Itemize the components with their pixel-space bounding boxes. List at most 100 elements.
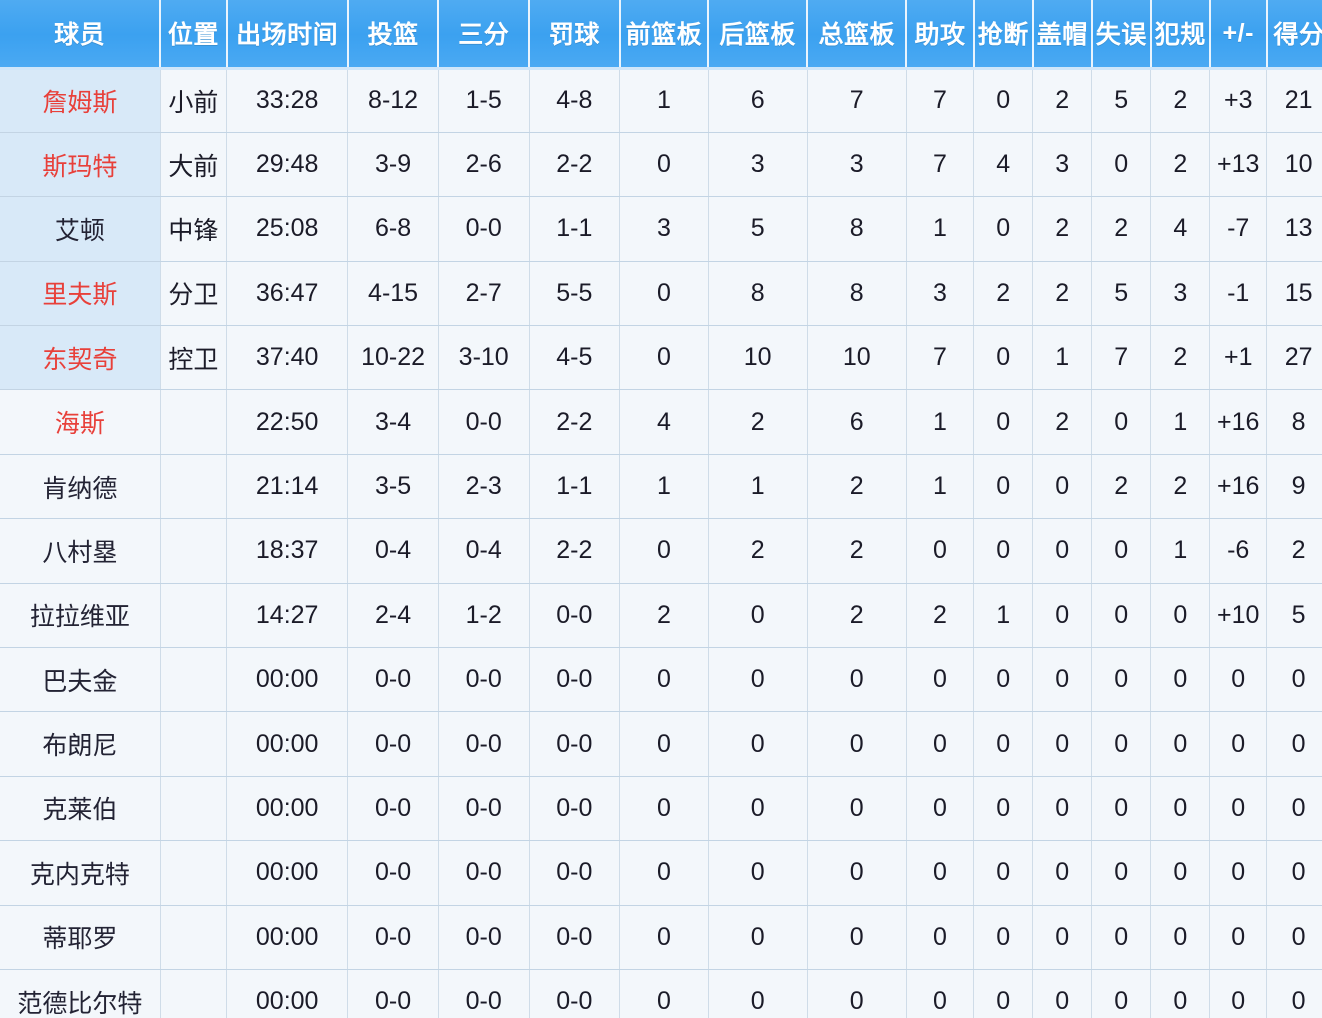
table-row[interactable]: 克莱伯 00:00 0-0 0-0 0-0 0 0 0 0 0 0 0 0 0 0 [0, 776, 1322, 842]
cell-points: 10 [1266, 132, 1322, 198]
cell-plus-minus: +3 [1209, 68, 1268, 133]
cell-fieldgoals: 0-4 [347, 518, 439, 584]
cell-threepoint: 0-0 [438, 196, 530, 262]
table-row[interactable]: 詹姆斯 小前 33:28 8-12 1-5 4-8 1 6 7 7 0 2 5 2 +3 21 [0, 68, 1322, 133]
player-name[interactable]: 布朗尼 [0, 711, 161, 777]
cell-turnovers: 0 [1091, 132, 1152, 198]
table-row[interactable]: 艾顿 中锋 25:08 6-8 0-0 1-1 3 5 8 1 0 2 2 4 -7 13 [0, 196, 1322, 262]
column-header-blocks[interactable]: 盖帽 [1032, 0, 1093, 70]
table-row[interactable]: 里夫斯 分卫 36:47 4-15 2-7 5-5 0 8 8 3 2 2 5 3 -1 15 [0, 261, 1322, 327]
cell-turnovers: 0 [1091, 969, 1152, 1018]
player-name[interactable]: 克内克特 [0, 840, 161, 906]
cell-position [160, 454, 228, 520]
cell-turnovers: 0 [1091, 711, 1152, 777]
column-header-fouls[interactable]: 犯规 [1150, 0, 1211, 70]
cell-offensive-rebounds: 0 [619, 711, 709, 777]
cell-points: 27 [1266, 325, 1322, 391]
cell-offensive-rebounds: 4 [619, 389, 709, 455]
column-header-freethrow[interactable]: 罚球 [529, 0, 621, 70]
cell-threepoint: 1-2 [438, 583, 530, 649]
cell-defensive-rebounds: 1 [708, 454, 808, 520]
cell-threepoint: 0-0 [438, 711, 530, 777]
column-header-plusminus[interactable]: +/- [1209, 0, 1268, 70]
player-name[interactable]: 东契奇 [0, 325, 161, 391]
cell-defensive-rebounds: 10 [708, 325, 808, 391]
cell-total-rebounds: 0 [807, 840, 907, 906]
cell-position: 中锋 [160, 196, 228, 262]
column-header-totalreb[interactable]: 总篮板 [807, 0, 908, 70]
cell-plus-minus: +13 [1209, 132, 1268, 198]
player-name[interactable]: 肯纳德 [0, 454, 161, 520]
cell-fouls: 0 [1150, 583, 1211, 649]
player-name[interactable]: 海斯 [0, 389, 161, 455]
cell-assists: 7 [906, 132, 975, 198]
cell-turnovers: 2 [1091, 454, 1152, 520]
table-row[interactable]: 范德比尔特 00:00 0-0 0-0 0-0 0 0 0 0 0 0 0 0 0 0 [0, 969, 1322, 1018]
table-row[interactable]: 布朗尼 00:00 0-0 0-0 0-0 0 0 0 0 0 0 0 0 0 0 [0, 711, 1322, 777]
column-header-assists[interactable]: 助攻 [906, 0, 975, 70]
table-row[interactable]: 肯纳德 21:14 3-5 2-3 1-1 1 1 2 1 0 0 2 2 +16 9 [0, 454, 1322, 520]
column-header-fieldgoals[interactable]: 投篮 [347, 0, 440, 70]
table-row[interactable]: 八村塁 18:37 0-4 0-4 2-2 0 2 2 0 0 0 0 1 -6 2 [0, 518, 1322, 584]
table-row[interactable]: 斯玛特 大前 29:48 3-9 2-6 2-2 0 3 3 7 4 3 0 2 +13 10 [0, 132, 1322, 198]
column-header-minutes[interactable]: 出场时间 [226, 0, 349, 70]
column-header-offreb[interactable]: 前篮板 [619, 0, 710, 70]
cell-plus-minus: 0 [1209, 776, 1268, 842]
cell-plus-minus: -6 [1209, 518, 1268, 584]
cell-plus-minus: +1 [1209, 325, 1268, 391]
column-header-points[interactable]: 得分 [1266, 0, 1322, 70]
table-row[interactable]: 拉拉维亚 14:27 2-4 1-2 0-0 2 0 2 2 1 0 0 0 +10 5 [0, 583, 1322, 649]
column-header-turnovers[interactable]: 失误 [1091, 0, 1152, 70]
player-name[interactable]: 斯玛特 [0, 132, 161, 198]
cell-position [160, 583, 228, 649]
table-row[interactable]: 东契奇 控卫 37:40 10-22 3-10 4-5 0 10 10 7 0 1 7 2 +1 27 [0, 325, 1322, 391]
cell-total-rebounds: 6 [807, 389, 907, 455]
player-name[interactable]: 艾顿 [0, 196, 161, 262]
cell-plus-minus: 0 [1209, 905, 1268, 970]
cell-freethrow: 0-0 [529, 840, 621, 906]
table-row[interactable]: 海斯 22:50 3-4 0-0 2-2 4 2 6 1 0 2 0 1 +16 8 [0, 389, 1322, 455]
table-row[interactable]: 克内克特 00:00 0-0 0-0 0-0 0 0 0 0 0 0 0 0 0 0 [0, 840, 1322, 906]
cell-offensive-rebounds: 0 [619, 132, 709, 198]
player-name[interactable]: 里夫斯 [0, 261, 161, 327]
cell-steals: 0 [973, 711, 1034, 777]
cell-fouls: 2 [1150, 132, 1211, 198]
column-header-player[interactable]: 球员 [0, 0, 162, 70]
cell-total-rebounds: 2 [807, 583, 907, 649]
cell-assists: 0 [906, 969, 975, 1018]
cell-fieldgoals: 6-8 [347, 196, 439, 262]
column-header-threepoint[interactable]: 三分 [438, 0, 531, 70]
player-name[interactable]: 八村塁 [0, 518, 161, 584]
cell-position: 控卫 [160, 325, 228, 391]
table-row[interactable]: 巴夫金 00:00 0-0 0-0 0-0 0 0 0 0 0 0 0 0 0 0 [0, 647, 1322, 713]
player-name[interactable]: 蒂耶罗 [0, 905, 161, 970]
player-name[interactable]: 拉拉维亚 [0, 583, 161, 649]
cell-defensive-rebounds: 0 [708, 905, 808, 970]
cell-assists: 7 [906, 68, 975, 133]
cell-minutes: 37:40 [226, 325, 349, 391]
cell-turnovers: 0 [1091, 647, 1152, 713]
table-row[interactable]: 蒂耶罗 00:00 0-0 0-0 0-0 0 0 0 0 0 0 0 0 0 0 [0, 905, 1322, 970]
cell-defensive-rebounds: 0 [708, 583, 808, 649]
cell-turnovers: 0 [1091, 389, 1152, 455]
column-header-steals[interactable]: 抢断 [973, 0, 1034, 70]
player-name[interactable]: 范德比尔特 [0, 969, 161, 1018]
cell-turnovers: 5 [1091, 261, 1152, 327]
player-name[interactable]: 詹姆斯 [0, 68, 161, 133]
cell-threepoint: 0-0 [438, 647, 530, 713]
cell-fieldgoals: 0-0 [347, 711, 439, 777]
column-header-defreb[interactable]: 后篮板 [708, 0, 809, 70]
cell-minutes: 00:00 [226, 905, 349, 970]
player-name[interactable]: 克莱伯 [0, 776, 161, 842]
cell-defensive-rebounds: 2 [708, 389, 808, 455]
cell-blocks: 0 [1032, 840, 1093, 906]
cell-fieldgoals: 0-0 [347, 647, 439, 713]
cell-steals: 0 [973, 969, 1034, 1018]
cell-offensive-rebounds: 0 [619, 325, 709, 391]
player-name[interactable]: 巴夫金 [0, 647, 161, 713]
cell-assists: 2 [906, 583, 975, 649]
column-header-position[interactable]: 位置 [160, 0, 228, 70]
cell-position [160, 647, 228, 713]
